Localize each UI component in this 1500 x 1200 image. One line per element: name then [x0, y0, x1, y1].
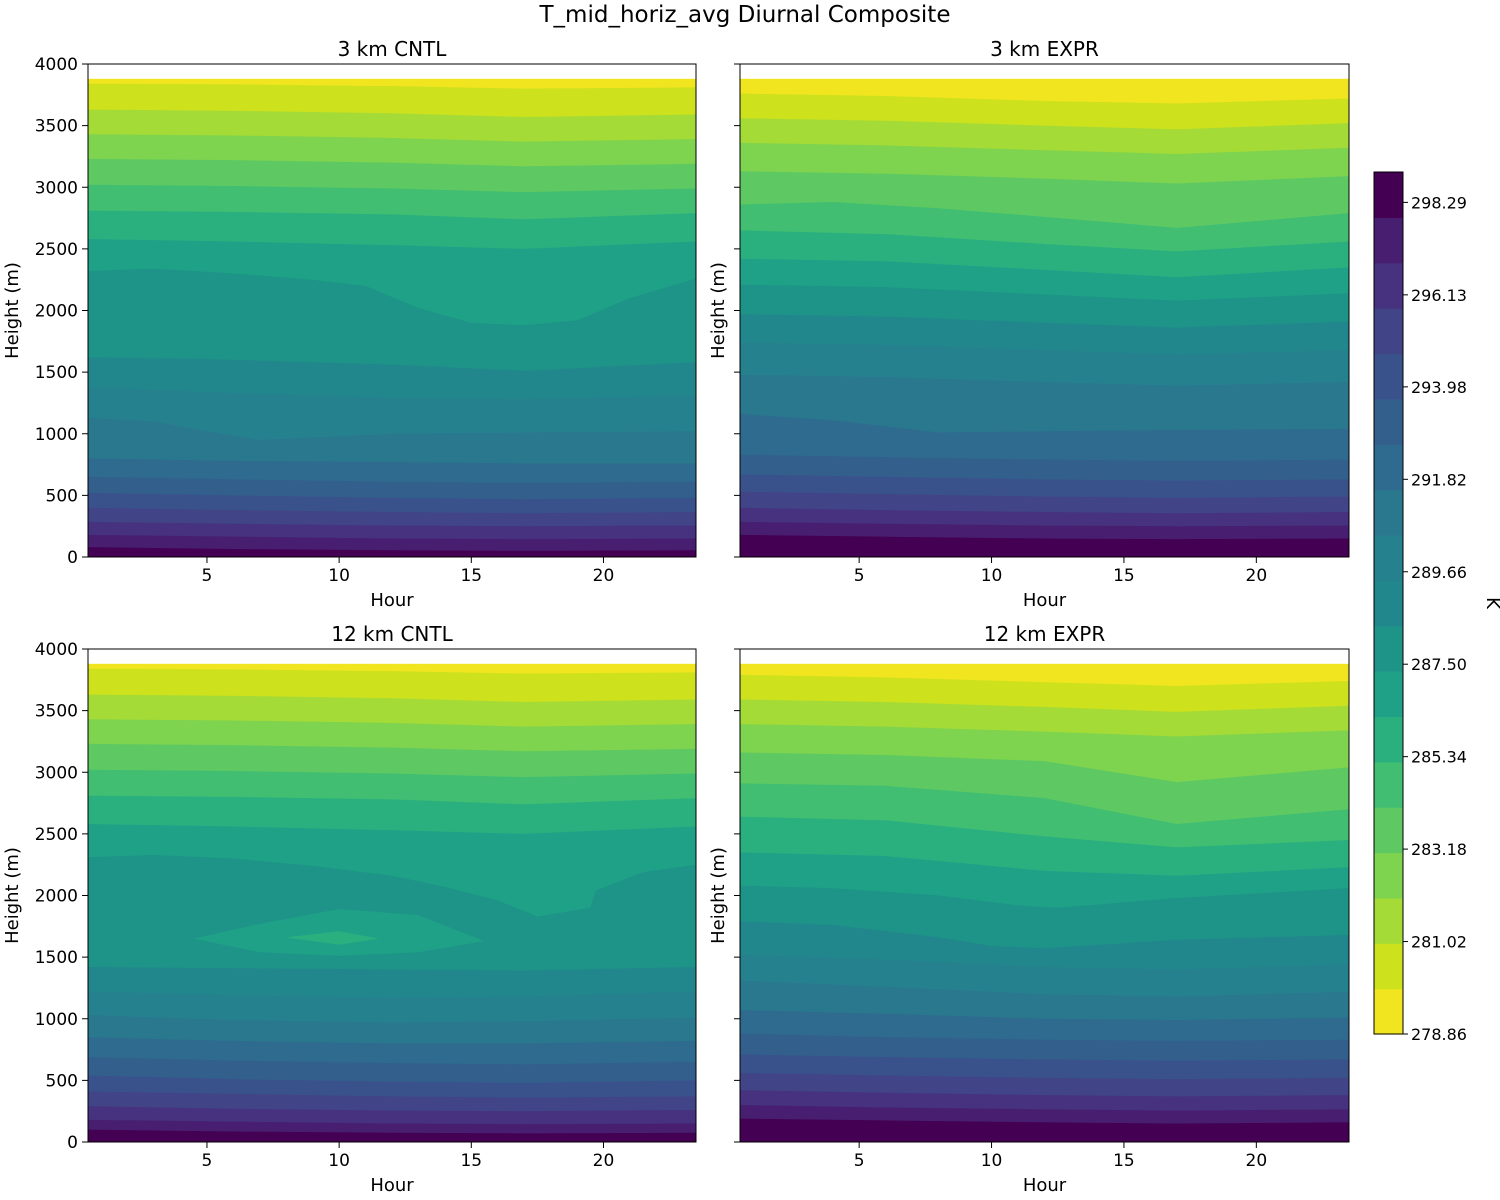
y-tick-label: 2500	[35, 240, 78, 260]
y-tick-label: 4000	[35, 640, 78, 660]
x-tick-label: 10	[981, 566, 1003, 586]
y-tick-label: 1000	[35, 425, 78, 445]
colorbar: 278.86 281.02 283.18 285.34 287.50 289.66 291.…	[1373, 171, 1500, 1044]
colorbar-tick-label: 293.98	[1411, 378, 1467, 397]
colorbar-tick-label: 289.66	[1411, 563, 1467, 582]
colorbar-band	[1374, 444, 1403, 491]
colorbar-band	[1374, 943, 1403, 990]
colorbar-band	[1374, 671, 1403, 718]
y-axis-label: Height (m)	[708, 262, 729, 359]
colorbar-tick-label: 298.29	[1411, 193, 1467, 212]
panel-3: 5 10 15 20 0 500 1000 1500 2000 2500 3000 3500 4000 1…	[2, 622, 697, 1196]
y-tick-label: 1000	[35, 1010, 78, 1030]
colorbar-tick-label: 296.13	[1411, 286, 1467, 305]
contour-panels: 5 10 15 20 0 500 1000 1500 2000 2500 3000 3500 4000 3…	[2, 37, 1350, 1196]
panel-title: 3 km EXPR	[990, 37, 1099, 61]
y-tick-label: 2500	[35, 825, 78, 845]
y-tick-label: 3000	[35, 178, 78, 198]
colorbar-tick-label: 281.02	[1411, 933, 1467, 952]
x-tick-label: 20	[593, 1151, 615, 1171]
colorbar-band	[1374, 852, 1403, 899]
contour-band	[88, 547, 696, 557]
y-tick-label: 500	[46, 1071, 78, 1091]
y-axis-label: Height (m)	[708, 847, 729, 944]
contour-field	[88, 64, 696, 557]
x-tick-label: 5	[202, 566, 213, 586]
y-tick-label: 3500	[35, 117, 78, 137]
panel-title: 12 km CNTL	[331, 622, 453, 646]
x-axis-label: Hour	[370, 590, 414, 611]
panel-1: 5 10 15 20 0 500 1000 1500 2000 2500 3000 3500 4000 3…	[2, 37, 697, 611]
panel-2: 5 10 15 20 3 km EXPR Hour Height (m)	[708, 37, 1350, 611]
colorbar-band	[1374, 807, 1403, 854]
colorbar-tick-label: 287.50	[1411, 655, 1467, 674]
colorbar-band	[1374, 716, 1403, 763]
x-axis-label: Hour	[1023, 1175, 1067, 1196]
x-tick-label: 20	[1246, 566, 1268, 586]
contour-field	[740, 64, 1349, 557]
contour-band	[740, 1130, 1349, 1142]
colorbar-band	[1374, 988, 1403, 1035]
figure-title: T_mid_horiz_avg Diurnal Composite	[539, 2, 951, 28]
x-tick-label: 15	[1113, 1151, 1135, 1171]
x-tick-label: 10	[328, 566, 350, 586]
y-tick-label: 3500	[35, 702, 78, 722]
x-tick-label: 5	[854, 1151, 865, 1171]
colorbar-band	[1374, 625, 1403, 672]
colorbar-band	[1374, 398, 1403, 445]
contour-band	[88, 1129, 696, 1142]
y-axis-label: Height (m)	[2, 847, 23, 944]
x-tick-label: 5	[202, 1151, 213, 1171]
x-tick-label: 10	[981, 1151, 1003, 1171]
y-tick-label: 500	[46, 486, 78, 506]
colorbar-band	[1374, 761, 1403, 808]
x-tick-label: 5	[854, 566, 865, 586]
y-tick-label: 3000	[35, 763, 78, 783]
colorbar-label: K	[1482, 597, 1500, 610]
panel-title: 3 km CNTL	[338, 37, 448, 61]
colorbar-band	[1374, 353, 1403, 400]
colorbar-tick-label: 278.86	[1411, 1025, 1467, 1044]
colorbar-band	[1374, 308, 1403, 355]
colorbar-tick-label: 285.34	[1411, 748, 1467, 767]
colorbar-tick-label: 291.82	[1411, 470, 1467, 489]
x-tick-label: 20	[1246, 1151, 1268, 1171]
colorbar-band	[1374, 534, 1403, 581]
y-axis-label: Height (m)	[2, 262, 23, 359]
x-tick-label: 15	[1113, 566, 1135, 586]
panel-title: 12 km EXPR	[984, 622, 1106, 646]
colorbar-band	[1374, 172, 1403, 218]
colorbar-frame	[1373, 171, 1404, 1035]
x-tick-label: 15	[460, 1151, 482, 1171]
y-tick-label: 4000	[35, 55, 78, 75]
contour-field	[740, 649, 1349, 1142]
colorbar-band	[1374, 580, 1403, 627]
colorbar-band	[1374, 489, 1403, 536]
colorbar-band	[1374, 897, 1403, 944]
y-tick-label: 0	[67, 1133, 78, 1153]
x-axis-label: Hour	[1023, 590, 1067, 611]
x-axis-label: Hour	[370, 1175, 414, 1196]
y-tick-label: 1500	[35, 363, 78, 383]
panel-4: 5 10 15 20 12 km EXPR Hour Height (m)	[708, 622, 1350, 1196]
contour-island	[286, 931, 379, 945]
x-tick-label: 20	[593, 566, 615, 586]
contour-band	[740, 546, 1349, 557]
contour-field	[88, 649, 696, 1142]
y-tick-label: 1500	[35, 948, 78, 968]
colorbar-tick-label: 283.18	[1411, 840, 1467, 859]
colorbar-band	[1374, 217, 1403, 264]
y-tick-label: 2000	[35, 887, 78, 907]
x-tick-label: 10	[328, 1151, 350, 1171]
y-tick-label: 0	[67, 548, 78, 568]
colorbar-band	[1374, 262, 1403, 309]
x-tick-label: 15	[460, 566, 482, 586]
y-tick-label: 2000	[35, 302, 78, 322]
